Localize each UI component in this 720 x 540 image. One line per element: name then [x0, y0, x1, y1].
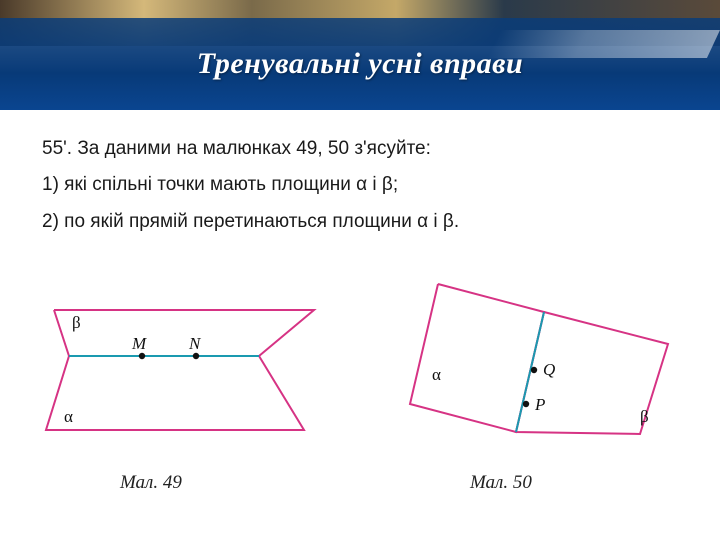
svg-text:P: P: [534, 395, 545, 414]
header-band: Тренувальні усні вправи: [0, 0, 720, 110]
figure-50: α β QP: [376, 262, 696, 474]
figure-50-svg: α β QP: [376, 262, 686, 457]
svg-text:M: M: [131, 334, 147, 353]
header-blue-band: Тренувальні усні вправи: [0, 18, 720, 110]
task-intro: 55'. За даними на малюнках 49, 50 з'ясуй…: [42, 134, 678, 164]
content-area: 55'. За даними на малюнках 49, 50 з'ясуй…: [0, 110, 720, 237]
svg-text:β: β: [640, 407, 649, 426]
figure-49: β α M N: [34, 262, 354, 474]
svg-text:N: N: [188, 334, 202, 353]
figure-49-caption: Мал. 49: [120, 472, 182, 494]
svg-text:α: α: [432, 365, 441, 384]
figure-49-svg: β α M N: [34, 262, 334, 452]
header-decal: [487, 30, 720, 58]
svg-text:Q: Q: [543, 360, 555, 379]
figures-row: β α M N α β QP Мал. 49 Мал. 50: [0, 262, 720, 494]
page-title: Тренувальні усні вправи: [197, 47, 523, 81]
figure-50-caption: Мал. 50: [470, 472, 532, 494]
task-q1: 1) які спільні точки мають площини α і β…: [42, 170, 678, 200]
svg-text:β: β: [72, 313, 81, 332]
svg-text:α: α: [64, 407, 73, 426]
task-q2: 2) по якій прямій перетинаються площини …: [42, 207, 678, 237]
